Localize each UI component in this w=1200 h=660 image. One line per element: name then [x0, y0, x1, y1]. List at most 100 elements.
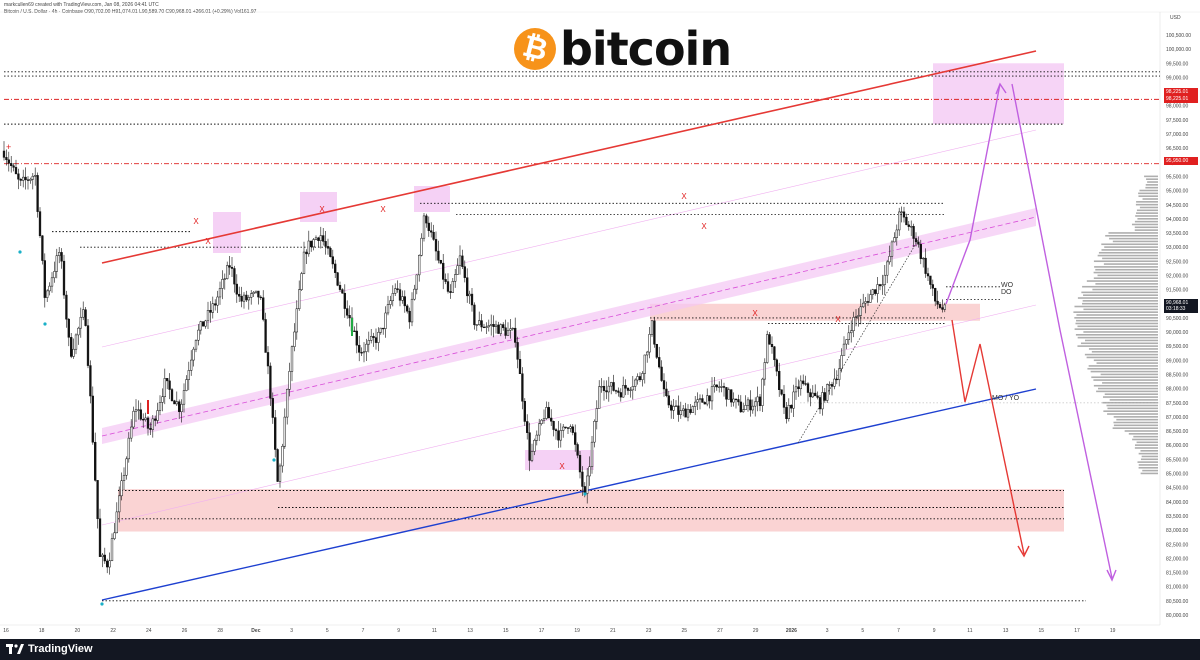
candle-body — [874, 289, 877, 294]
candle-body — [782, 393, 786, 408]
candle-body — [98, 518, 102, 557]
candle-body — [118, 495, 121, 513]
candle-body — [614, 390, 618, 392]
candle-body — [12, 165, 15, 168]
volume-profile-bar — [1093, 277, 1158, 280]
candle-body — [293, 331, 296, 347]
candle-body — [209, 310, 212, 313]
candle-body — [850, 330, 853, 334]
tradingview-logo[interactable]: TradingView — [6, 643, 93, 655]
time-axis-label: 15 — [503, 628, 509, 634]
candle-body — [310, 240, 313, 248]
candle-body — [478, 320, 481, 325]
candle-body — [406, 305, 409, 312]
candle-body — [187, 370, 190, 380]
candle-body — [758, 396, 762, 406]
candle-body — [857, 315, 860, 317]
candle-body — [242, 294, 246, 302]
time-axis-label: 7 — [897, 628, 900, 634]
candle-body — [576, 444, 579, 456]
candle-body — [636, 376, 639, 381]
volume-profile-bar — [1136, 201, 1158, 203]
candle-body — [413, 288, 416, 300]
bitcoin-logo: ₿ bitcoin — [514, 22, 732, 76]
time-axis-label: 5 — [861, 628, 864, 634]
candle-body — [710, 386, 714, 402]
candle-body — [204, 320, 207, 327]
candle-body — [943, 304, 946, 310]
candle-body — [149, 428, 152, 430]
candle-body — [415, 274, 418, 290]
volume-profile-bar — [1134, 447, 1158, 449]
candle-body — [617, 390, 620, 393]
time-axis-label: 15 — [1039, 628, 1045, 634]
candle-body — [398, 289, 402, 301]
accent-candle-green — [351, 318, 353, 336]
volume-profile-bar — [1093, 359, 1158, 362]
price-axis-label: 99,500.00 — [1166, 61, 1188, 67]
candle-body — [53, 271, 56, 279]
candle-body — [82, 309, 85, 318]
time-axis-label: 5 — [326, 628, 329, 634]
candle-body — [910, 226, 913, 228]
candle-body — [624, 385, 627, 389]
x-marker-2: X — [319, 205, 325, 214]
candle-body — [814, 392, 817, 397]
candle-body — [665, 388, 668, 396]
x-marker-1: X — [205, 237, 211, 246]
candle-body — [773, 346, 776, 361]
candle-body — [154, 418, 157, 421]
candle-body — [281, 445, 284, 467]
candle-body — [454, 274, 457, 282]
candle-body — [166, 378, 169, 382]
candle-body — [511, 327, 514, 330]
candle-body — [221, 279, 224, 289]
candle-body — [739, 401, 742, 413]
candle-body — [206, 310, 210, 322]
candle-body — [686, 409, 690, 418]
candle-body — [146, 417, 150, 429]
candle-body — [581, 471, 584, 487]
price-axis-label: 94,500.00 — [1166, 203, 1188, 209]
channel-lower-faint — [101, 304, 1037, 526]
candle-body — [521, 373, 524, 402]
candle-body — [420, 237, 423, 256]
candle-body — [235, 283, 238, 295]
volume-profile-bar — [1093, 379, 1158, 381]
time-axis-label: 18 — [39, 628, 45, 634]
candle-body — [422, 215, 426, 239]
candle-body — [449, 291, 452, 293]
candle-body — [730, 389, 733, 403]
volume-profile-bar — [1104, 246, 1158, 248]
candle-body — [607, 385, 610, 393]
candle-body — [427, 222, 430, 231]
candle-body — [530, 451, 534, 461]
candle-body — [444, 279, 447, 282]
red-level-badge-1b: 98,225.01 — [1164, 95, 1198, 103]
volume-profile-bar — [1103, 410, 1158, 412]
candle-body — [557, 430, 560, 441]
candle-body — [170, 389, 174, 402]
candle-body — [689, 409, 692, 413]
candle-body — [845, 339, 848, 345]
volume-profile-bar — [1138, 464, 1158, 466]
volume-profile-bar — [1091, 376, 1158, 379]
candle-body — [780, 389, 783, 395]
volume-profile-bar — [1074, 328, 1158, 330]
volume-profile-bar — [1140, 450, 1158, 452]
x-marker-5: X — [701, 222, 707, 231]
candle-body — [905, 216, 908, 226]
candle-body — [626, 388, 630, 391]
candle-body — [446, 281, 450, 292]
price-axis-label: 84,500.00 — [1166, 486, 1188, 492]
candle-body — [36, 175, 39, 212]
candle-body — [473, 304, 476, 326]
candle-body — [679, 410, 682, 415]
candle-body — [367, 340, 370, 345]
candle-body — [190, 359, 193, 371]
candle-body — [386, 304, 390, 314]
candle-body — [120, 480, 123, 497]
candle-body — [139, 409, 142, 420]
